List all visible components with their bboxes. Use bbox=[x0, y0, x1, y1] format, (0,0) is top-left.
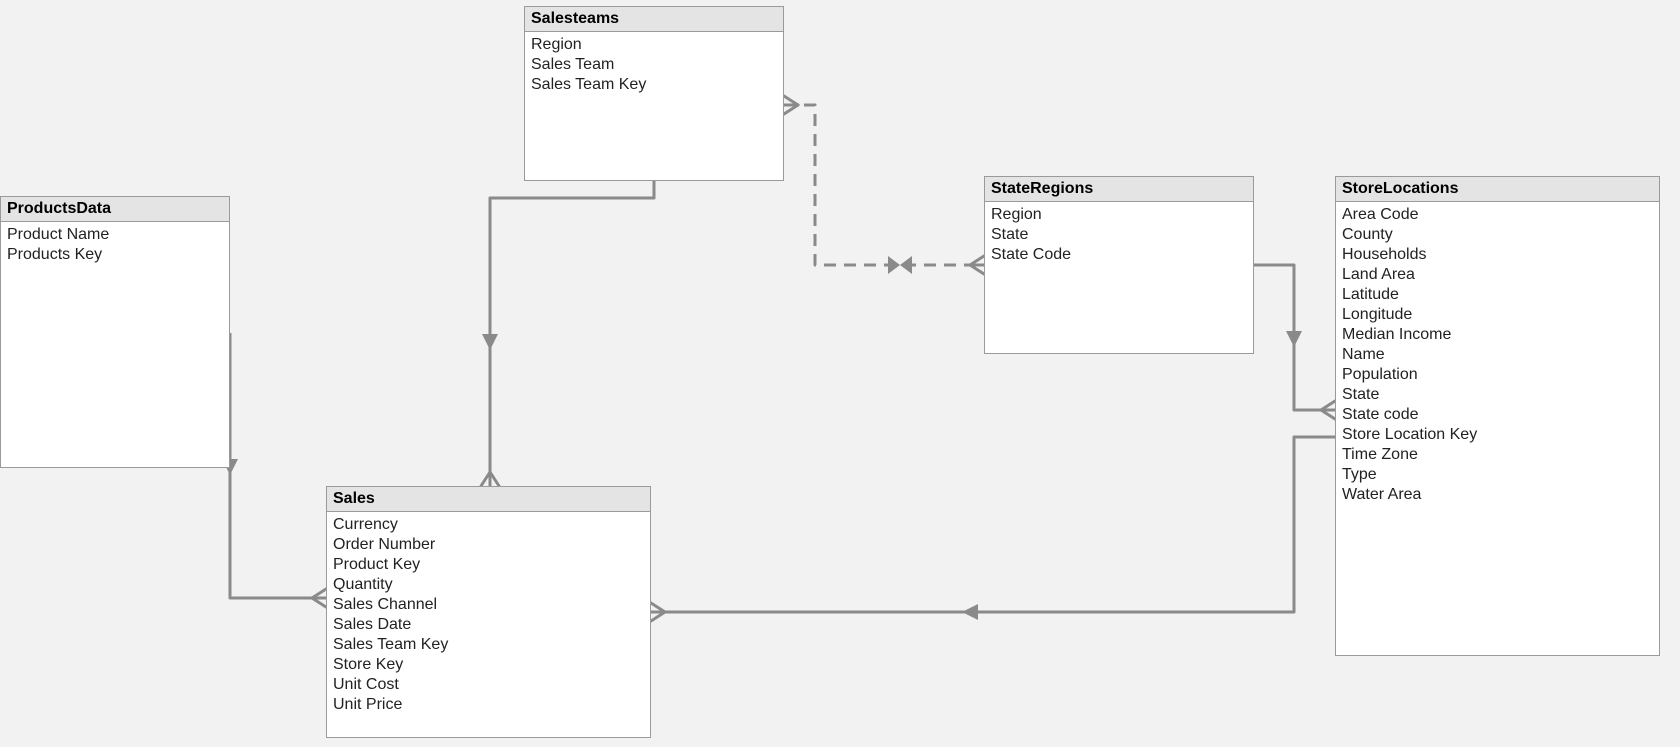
table-field: Store Key bbox=[333, 655, 644, 675]
table-field: Product Name bbox=[7, 225, 223, 245]
table-field: Type bbox=[1342, 465, 1653, 485]
table-field: Longitude bbox=[1342, 305, 1653, 325]
edge-salesteams-to-sales bbox=[490, 181, 654, 486]
table-header: ProductsData bbox=[1, 197, 229, 222]
table-stateregions[interactable]: StateRegionsRegionStateState Code bbox=[984, 176, 1254, 354]
table-salesteams[interactable]: SalesteamsRegionSales TeamSales Team Key bbox=[524, 6, 784, 181]
table-field: Sales Channel bbox=[333, 595, 644, 615]
table-field: Order Number bbox=[333, 535, 644, 555]
table-field: Region bbox=[991, 205, 1247, 225]
table-field: Households bbox=[1342, 245, 1653, 265]
table-field: Sales Team bbox=[531, 55, 777, 75]
table-field: Sales Date bbox=[333, 615, 644, 635]
table-field: Store Location Key bbox=[1342, 425, 1653, 445]
table-productsdata[interactable]: ProductsDataProduct NameProducts Key bbox=[0, 196, 230, 468]
table-fields: Area CodeCountyHouseholdsLand AreaLatitu… bbox=[1336, 202, 1659, 511]
table-storelocations[interactable]: StoreLocationsArea CodeCountyHouseholdsL… bbox=[1335, 176, 1660, 656]
table-field: Land Area bbox=[1342, 265, 1653, 285]
table-field: Unit Price bbox=[333, 695, 644, 715]
table-field: Population bbox=[1342, 365, 1653, 385]
table-header: Sales bbox=[327, 487, 650, 512]
table-header: StateRegions bbox=[985, 177, 1253, 202]
table-field: Water Area bbox=[1342, 485, 1653, 505]
table-field: Product Key bbox=[333, 555, 644, 575]
table-sales[interactable]: SalesCurrencyOrder NumberProduct KeyQuan… bbox=[326, 486, 651, 738]
table-field: Name bbox=[1342, 345, 1653, 365]
edge-storelocations-to-sales bbox=[651, 437, 1335, 612]
table-field: Quantity bbox=[333, 575, 644, 595]
table-field: State bbox=[991, 225, 1247, 245]
diagram-canvas: ProductsDataProduct NameProducts KeySale… bbox=[0, 0, 1680, 747]
table-field: Region bbox=[531, 35, 777, 55]
table-fields: RegionStateState Code bbox=[985, 202, 1253, 271]
edge-salesteams-to-stateregions bbox=[784, 105, 984, 265]
table-field: Sales Team Key bbox=[333, 635, 644, 655]
table-field: State bbox=[1342, 385, 1653, 405]
edge-stateregions-to-storelocations bbox=[1254, 265, 1335, 410]
table-field: Currency bbox=[333, 515, 644, 535]
table-fields: Product NameProducts Key bbox=[1, 222, 229, 271]
table-field: Sales Team Key bbox=[531, 75, 777, 95]
table-fields: RegionSales TeamSales Team Key bbox=[525, 32, 783, 101]
table-header: Salesteams bbox=[525, 7, 783, 32]
table-field: Median Income bbox=[1342, 325, 1653, 345]
table-field: State code bbox=[1342, 405, 1653, 425]
table-field: Unit Cost bbox=[333, 675, 644, 695]
table-field: Area Code bbox=[1342, 205, 1653, 225]
edge-products-to-sales bbox=[230, 333, 326, 598]
table-field: Latitude bbox=[1342, 285, 1653, 305]
table-field: County bbox=[1342, 225, 1653, 245]
table-field: State Code bbox=[991, 245, 1247, 265]
table-fields: CurrencyOrder NumberProduct KeyQuantityS… bbox=[327, 512, 650, 721]
table-header: StoreLocations bbox=[1336, 177, 1659, 202]
table-field: Products Key bbox=[7, 245, 223, 265]
table-field: Time Zone bbox=[1342, 445, 1653, 465]
